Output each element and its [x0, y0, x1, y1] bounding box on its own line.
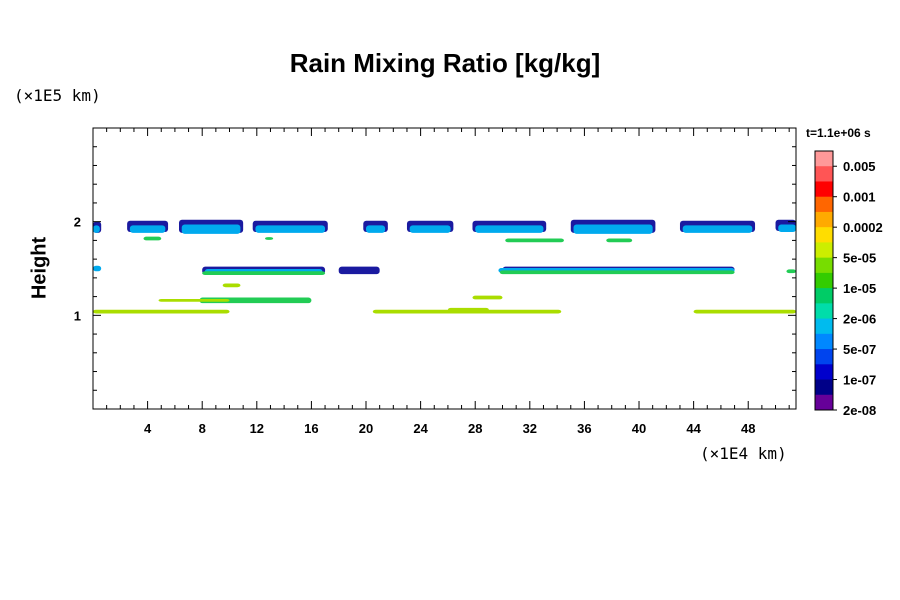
contour-band [93, 265, 102, 272]
x-tick-label: 4 [144, 421, 152, 436]
contour-band [202, 271, 326, 276]
colorbar-swatch [815, 394, 833, 411]
x-tick-label: 20 [359, 421, 373, 436]
colorbar-label: 1e-07 [843, 373, 876, 388]
colorbar-label: 2e-08 [843, 403, 876, 418]
contour-band [338, 266, 380, 275]
x-tick-label: 12 [250, 421, 264, 436]
contour-band [255, 225, 326, 233]
colorbar-swatch [815, 379, 833, 396]
colorbar-swatch [815, 166, 833, 182]
colorbar-label: 0.005 [843, 159, 876, 174]
x-tick-label: 16 [304, 421, 318, 436]
y-tick-label: 2 [74, 215, 81, 230]
contour-band [475, 225, 544, 233]
contour-band [181, 224, 241, 234]
x-tick-label: 28 [468, 421, 482, 436]
contour-band [778, 224, 796, 232]
colorbar-label: 0.0002 [843, 220, 883, 235]
colorbar-label: 0.001 [843, 190, 876, 205]
colorbar-swatch [815, 227, 833, 243]
x-tick-label: 24 [413, 421, 428, 436]
x-tick-label: 48 [741, 421, 755, 436]
colorbar-swatch [815, 364, 833, 381]
colorbar-swatch [815, 151, 833, 167]
contour-band [264, 237, 274, 240]
contour-band [447, 307, 489, 312]
colorbar-swatch [815, 288, 833, 304]
colorbar-swatch [815, 272, 833, 289]
contour-band [606, 238, 633, 243]
chart-title: Rain Mixing Ratio [kg/kg] [289, 48, 601, 78]
y-tick-label: 1 [74, 308, 81, 323]
contour-band [499, 270, 735, 275]
colorbar-swatch [815, 333, 833, 350]
contour-band [158, 298, 230, 302]
contour-band [682, 225, 753, 233]
time-label: t=1.1e+06 s [806, 126, 871, 140]
x-tick-label: 8 [199, 421, 206, 436]
colorbar-swatch [815, 211, 833, 228]
colorbar-swatch [815, 318, 833, 335]
x-tick-label: 44 [686, 421, 701, 436]
colorbar-label: 5e-07 [843, 342, 876, 357]
x-unit-label: (×1E4 km) [700, 444, 787, 463]
contour-band [573, 224, 653, 234]
contour-band [693, 309, 796, 314]
x-tick-label: 36 [577, 421, 591, 436]
contour-band [199, 297, 312, 304]
x-tick-label: 40 [632, 421, 646, 436]
colorbar-swatch [815, 349, 833, 365]
colorbar-label: 1e-05 [843, 281, 876, 296]
contour-band [366, 225, 386, 233]
contour-band [93, 309, 230, 314]
colorbar-swatch [815, 196, 833, 213]
colorbar-label: 5e-05 [843, 251, 876, 266]
contour-band [143, 236, 162, 241]
contour-band [505, 238, 564, 243]
contour-band [409, 225, 451, 233]
y-unit-label: (×1E5 km) [14, 86, 101, 105]
x-tick-label: 32 [523, 421, 537, 436]
contour-band [129, 225, 166, 233]
colorbar-swatch [815, 242, 833, 259]
contour-band [472, 295, 503, 300]
colorbar-frame [814, 150, 834, 411]
colorbar-swatch [815, 303, 833, 320]
colorbar-label: 2e-06 [843, 312, 876, 327]
contour-band [786, 269, 796, 274]
colorbar-swatch [815, 181, 833, 198]
contour-band [93, 225, 100, 233]
plot-frame [92, 127, 797, 410]
colorbar-swatch [815, 257, 833, 274]
contour-band [222, 283, 241, 288]
